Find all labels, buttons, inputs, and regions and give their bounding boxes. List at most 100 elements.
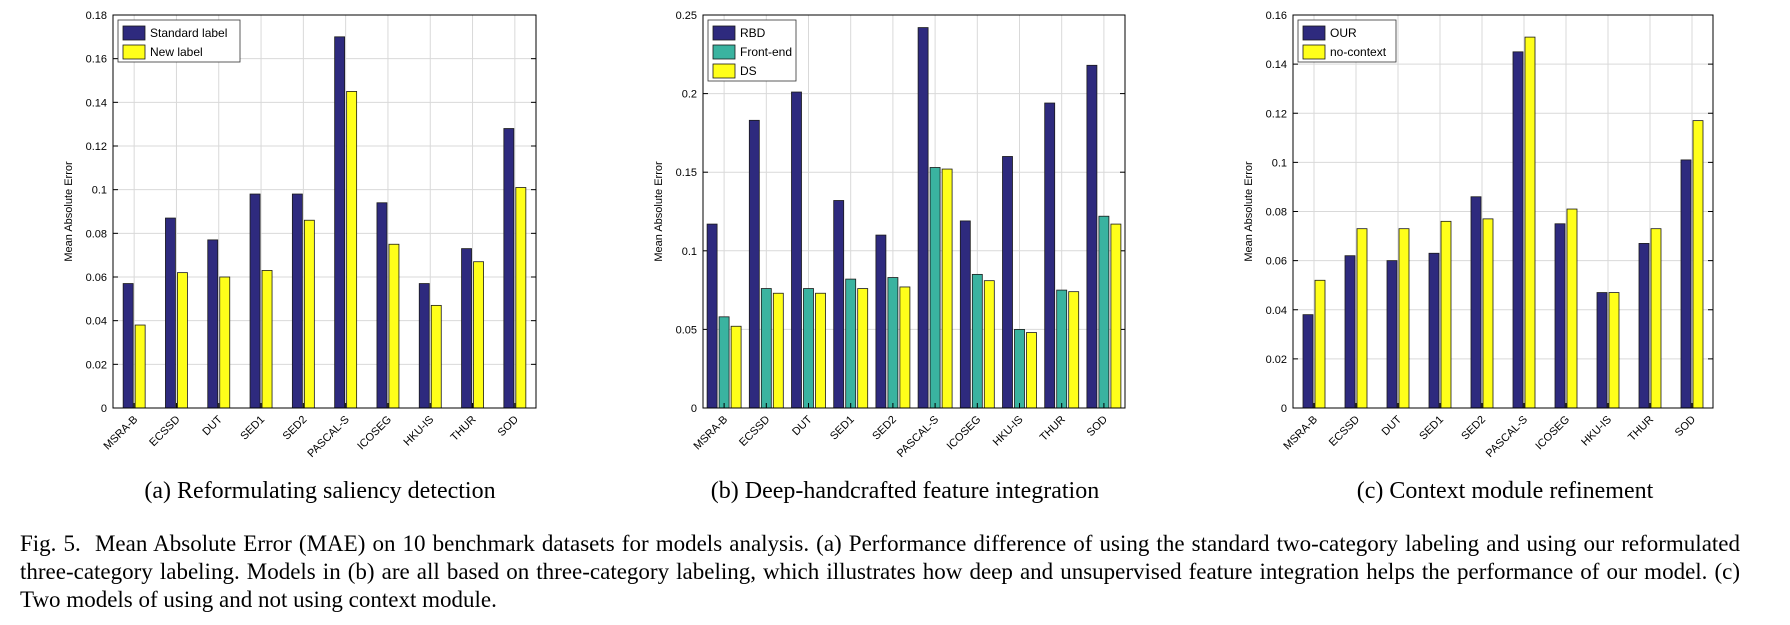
y-axis-label: Mean Absolute Error	[1243, 161, 1255, 262]
bar-our-pascal-s	[1512, 51, 1524, 409]
bar-our-sod	[1680, 159, 1692, 409]
bar-rbd-thur	[1044, 102, 1056, 409]
y-tick-label: 0.14	[1266, 59, 1287, 71]
bar-ds-pascal-s	[941, 168, 953, 409]
x-tick-label: SED1	[1417, 414, 1446, 443]
y-tick-label: 0.16	[86, 54, 107, 66]
y-tick-label: 0.04	[1266, 305, 1287, 317]
legend-entry: OUR	[1330, 26, 1357, 40]
plot-frame	[112, 14, 537, 409]
y-tick-label: 0.2	[682, 89, 697, 101]
bar-ds-sed1	[857, 288, 869, 409]
bar-rbd-sed1	[833, 200, 845, 409]
bar-our-msra-b	[1302, 314, 1314, 409]
y-tick-label: 0	[101, 403, 107, 415]
y-tick-label: 0.12	[86, 141, 107, 153]
bar-front-end-pascal-s	[929, 167, 941, 409]
x-tick-label: DUT	[1380, 413, 1405, 438]
bar-ds-thur	[1068, 291, 1080, 409]
x-tick-label: THUR	[449, 414, 479, 444]
bar-standard-label-sed1	[249, 193, 261, 409]
bar-rbd-hku-is	[1002, 156, 1013, 409]
bar-our-icoseg	[1554, 223, 1566, 409]
legend-entry: Standard label	[150, 26, 227, 40]
figure-caption-text: Mean Absolute Error (MAE) on 10 benchmar…	[20, 531, 1741, 612]
bar-standard-label-sod	[503, 128, 515, 409]
legend: Standard label New label	[117, 19, 241, 63]
y-tick-label: 0.25	[676, 10, 697, 22]
subcaption-c: (c) Context module refinement	[1356, 478, 1654, 504]
x-tick-label: THUR	[1626, 414, 1656, 444]
legend-swatch	[712, 44, 736, 60]
subcaption-a: (a) Reformulating saliency detection	[144, 478, 496, 504]
bar-our-hku-is	[1596, 292, 1608, 409]
bar-new-label-sed2	[303, 219, 315, 409]
x-tick-label: HKU-IS	[991, 414, 1026, 449]
x-tick-label: SED2	[281, 414, 310, 443]
y-tick-label: 0.16	[1266, 10, 1287, 22]
x-tick-label: MSRA-B	[1281, 414, 1320, 453]
y-tick-label: 0.04	[86, 316, 107, 328]
bar-no-context-thur	[1650, 228, 1662, 409]
y-axis-label: Mean Absolute Error	[653, 161, 665, 262]
bar-our-dut	[1386, 260, 1398, 409]
y-tick-label: 0.1	[92, 185, 107, 197]
bar-standard-label-msra-b	[122, 283, 134, 409]
x-tick-label: DUT	[200, 413, 225, 438]
bar-standard-label-icoseg	[376, 202, 388, 409]
bar-front-end-sod	[1098, 215, 1110, 409]
legend: OUR no-context	[1297, 19, 1397, 63]
legend-entry: New label	[150, 45, 203, 59]
figure-charts: 0 0.02 0.04 0.06 0.08 0.1 0.12 0.14 0.16 0.18 MSRA…	[63, 10, 1714, 460]
legend-entry: Front-end	[740, 45, 792, 59]
legend: RBD Front-end DS	[707, 19, 797, 82]
bar-no-context-sed2	[1482, 218, 1494, 409]
bar-no-context-msra-b	[1314, 279, 1326, 409]
x-tick-label: ICOSEG	[1533, 414, 1572, 453]
bar-front-end-dut	[803, 288, 814, 409]
bar-ds-icoseg	[983, 280, 995, 409]
bar-new-label-sod	[515, 187, 527, 409]
bar-new-label-thur	[473, 261, 484, 409]
bar-our-thur	[1638, 243, 1650, 409]
x-tick-label: MSRA-B	[691, 414, 730, 453]
bar-front-end-msra-b	[718, 316, 730, 409]
bar-ds-msra-b	[730, 325, 742, 409]
bar-no-context-icoseg	[1566, 208, 1578, 409]
bar-our-sed1	[1428, 252, 1440, 409]
y-axis-label: Mean Absolute Error	[63, 161, 75, 262]
bar-rbd-ecssd	[748, 119, 760, 409]
bar-standard-label-thur	[461, 248, 472, 409]
bar-ds-dut	[815, 292, 826, 409]
x-tick-label: ICOSEG	[945, 414, 984, 453]
x-tick-label: SOD	[496, 414, 521, 439]
bar-front-end-sed1	[845, 278, 857, 409]
y-tick-label: 0.1	[682, 246, 697, 258]
x-tick-label: SOD	[1673, 414, 1698, 439]
plot-frame	[1292, 14, 1714, 409]
bar-front-end-thur	[1056, 289, 1068, 409]
bar-rbd-msra-b	[706, 223, 718, 409]
legend-swatch	[1302, 44, 1326, 60]
x-tick-label: ECSSD	[1327, 414, 1362, 449]
y-tick-label: 0	[691, 403, 697, 415]
x-tick-label: HKU-IS	[402, 414, 437, 449]
bar-ds-sod	[1110, 223, 1122, 409]
x-tick-label: SED1	[238, 414, 267, 443]
y-tick-label: 0.08	[1266, 207, 1287, 219]
bar-standard-label-ecssd	[165, 217, 176, 409]
x-tick-label: DUT	[790, 413, 815, 438]
bar-front-end-sed2	[887, 277, 899, 409]
y-tick-label: 0.15	[676, 167, 697, 179]
bar-no-context-dut	[1398, 228, 1410, 409]
bar-our-sed2	[1470, 196, 1482, 409]
legend-swatch	[1302, 25, 1326, 41]
legend-swatch	[122, 44, 146, 60]
x-tick-label: SED1	[828, 414, 857, 443]
bar-new-label-pascal-s	[346, 91, 358, 409]
y-tick-label: 0.02	[86, 359, 107, 371]
x-tick-label: SED2	[1459, 414, 1488, 443]
legend-entry: RBD	[740, 26, 766, 40]
chart-a: 0 0.02 0.04 0.06 0.08 0.1 0.12 0.14 0.16 0.18 MSRA…	[63, 10, 537, 460]
x-tick-label: SOD	[1085, 414, 1110, 439]
